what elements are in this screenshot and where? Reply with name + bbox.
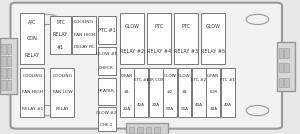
Text: GLOW #1: GLOW #1: [96, 52, 117, 56]
Text: RELAY #5: RELAY #5: [201, 49, 225, 54]
Bar: [120, 68, 134, 117]
Bar: [284, 63, 289, 72]
Bar: [126, 123, 168, 134]
Text: 30A: 30A: [209, 107, 218, 111]
Text: GLOW #2: GLOW #2: [96, 111, 117, 115]
Text: PTC #1: PTC #1: [98, 28, 116, 33]
Text: #2: #2: [167, 90, 173, 94]
Bar: [1, 68, 6, 78]
Text: COOLING: COOLING: [22, 74, 42, 78]
Bar: [221, 68, 235, 117]
Bar: [279, 78, 283, 87]
Bar: [1, 44, 6, 54]
Bar: [284, 48, 289, 58]
Text: PTC: PTC: [182, 24, 190, 29]
Text: RELAY #4: RELAY #4: [147, 49, 171, 54]
Text: GLOW: GLOW: [124, 24, 140, 29]
Bar: [206, 68, 220, 117]
Text: FAN LOW: FAN LOW: [52, 90, 72, 94]
Text: GLOW: GLOW: [206, 24, 220, 29]
Bar: [98, 47, 116, 75]
Bar: [20, 13, 44, 64]
Bar: [20, 68, 44, 117]
Text: HEATER: HEATER: [98, 89, 115, 93]
Bar: [192, 68, 206, 117]
Text: 50A: 50A: [180, 107, 189, 111]
Text: ETC #1: ETC #1: [134, 78, 149, 82]
Text: PTC #1: PTC #1: [220, 78, 235, 82]
Text: RELAY: RELAY: [25, 53, 40, 58]
Bar: [163, 68, 177, 117]
Bar: [7, 56, 11, 66]
Bar: [120, 13, 144, 64]
Circle shape: [36, 105, 59, 116]
Text: COOLING: COOLING: [74, 20, 94, 24]
Text: LOR: LOR: [209, 90, 218, 94]
Bar: [284, 78, 289, 87]
Text: #1: #1: [182, 90, 188, 94]
FancyBboxPatch shape: [11, 3, 282, 129]
Bar: [147, 13, 171, 64]
Bar: [137, 127, 143, 133]
Text: 40A: 40A: [137, 103, 145, 107]
Bar: [134, 68, 148, 117]
Text: 50A: 50A: [166, 107, 174, 111]
Bar: [98, 16, 116, 44]
Bar: [1, 56, 6, 66]
Bar: [154, 127, 160, 133]
Text: C/FAN: C/FAN: [207, 74, 219, 78]
Text: FAN HIGH: FAN HIGH: [22, 90, 43, 94]
Bar: [98, 78, 116, 105]
Text: GLOW: GLOW: [178, 74, 191, 78]
Text: RELAY #3: RELAY #3: [174, 49, 198, 54]
Text: CHECK: CHECK: [99, 66, 114, 70]
Text: 40A: 40A: [195, 103, 203, 107]
Bar: [201, 13, 225, 64]
Bar: [129, 127, 134, 133]
Text: #1: #1: [124, 90, 130, 94]
Bar: [146, 127, 151, 133]
Circle shape: [36, 14, 59, 25]
Bar: [174, 13, 198, 64]
Text: RELAY: RELAY: [53, 32, 68, 37]
Text: 20A: 20A: [152, 103, 160, 107]
Text: RELAY #2: RELAY #2: [120, 49, 144, 54]
Bar: [72, 16, 96, 54]
Bar: [0, 38, 17, 94]
Text: C/FAN: C/FAN: [121, 74, 133, 78]
Bar: [7, 80, 11, 90]
Text: PTC: PTC: [154, 24, 164, 29]
Bar: [7, 68, 11, 78]
Bar: [279, 63, 283, 72]
Text: COOLING: COOLING: [52, 74, 72, 78]
Text: CHK 2: CHK 2: [100, 123, 113, 127]
Bar: [178, 68, 191, 117]
Text: A/C: A/C: [28, 19, 37, 24]
Text: AIR CON: AIR CON: [147, 78, 164, 82]
Bar: [50, 16, 71, 54]
Bar: [277, 42, 295, 91]
Bar: [7, 44, 11, 54]
Bar: [149, 68, 163, 117]
Text: RELAY #1: RELAY #1: [22, 107, 43, 111]
Text: 40A: 40A: [224, 103, 232, 107]
Text: #1: #1: [57, 45, 64, 50]
Text: FAN HIGH: FAN HIGH: [74, 33, 94, 37]
Text: GLOW: GLOW: [164, 74, 176, 78]
Bar: [50, 68, 74, 117]
Text: DELAY RC: DELAY RC: [74, 45, 94, 49]
Bar: [98, 107, 116, 131]
Text: PTC: PTC: [56, 20, 65, 25]
Text: RELAY: RELAY: [56, 107, 69, 111]
Bar: [279, 48, 283, 58]
Text: ETC #2: ETC #2: [191, 78, 206, 82]
Circle shape: [246, 105, 269, 116]
Text: CON: CON: [27, 36, 38, 41]
Circle shape: [246, 14, 269, 25]
Bar: [1, 80, 6, 90]
Text: 20A: 20A: [123, 107, 131, 111]
